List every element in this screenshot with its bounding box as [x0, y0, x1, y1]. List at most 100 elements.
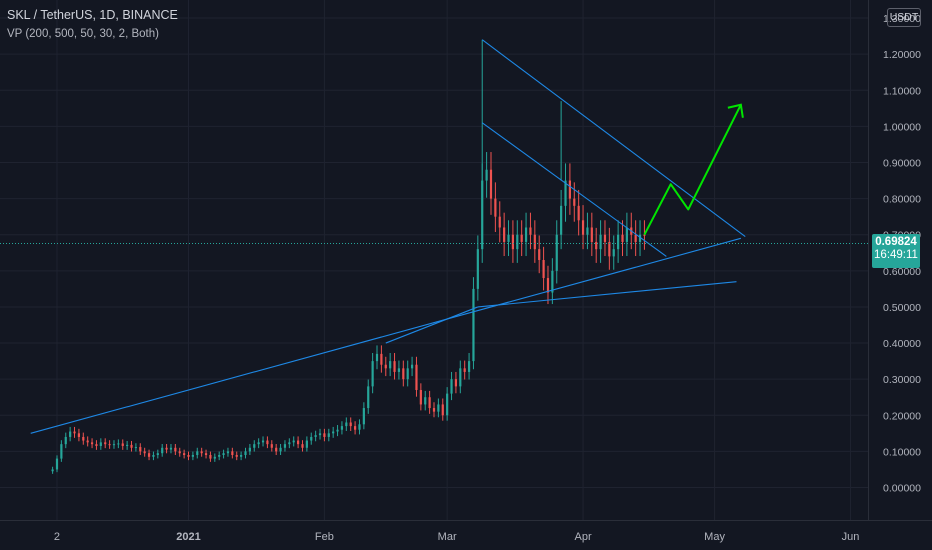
candle-body [511, 234, 515, 250]
candle-body [257, 442, 260, 445]
candle-body [165, 447, 168, 450]
currency-button[interactable]: USDT [887, 8, 921, 27]
y-tick-label: 0.30000 [883, 374, 921, 386]
candle-body [121, 443, 124, 446]
y-tick-label: 0.80000 [883, 194, 921, 206]
candle-body [520, 234, 523, 242]
candle-body [314, 435, 317, 437]
candle-body [86, 440, 89, 443]
x-tick-label: Feb [315, 531, 334, 543]
candle-body [428, 397, 431, 409]
last-price-value: 0.69824 [875, 236, 917, 248]
candle-body [389, 361, 392, 369]
candle-body [402, 368, 405, 380]
candle-body [244, 451, 247, 455]
candle-body [467, 361, 471, 372]
candle-body [608, 241, 611, 257]
candle-body [240, 455, 243, 457]
candle-body [169, 447, 173, 450]
candle-body [524, 227, 528, 242]
candle-body [51, 469, 54, 472]
candle-body [590, 227, 593, 242]
candle-body [384, 364, 387, 369]
candle-body [568, 180, 571, 199]
candle-body [410, 364, 414, 369]
candle-body [463, 368, 466, 372]
candle-body [406, 368, 409, 380]
candle-body [454, 379, 458, 387]
candle-body [305, 440, 308, 448]
candle-body [450, 379, 453, 394]
x-tick-label: May [704, 531, 725, 543]
candle-body [279, 447, 282, 452]
bar-countdown: 16:49:11 [874, 249, 918, 261]
y-tick-label: 0.00000 [883, 483, 921, 495]
indicator-legend[interactable]: VP (200, 500, 50, 30, 2, Both) [7, 28, 159, 40]
candle-body [586, 227, 589, 235]
y-tick-label: 0.10000 [883, 446, 921, 458]
candle-body [546, 278, 550, 293]
candle-body [432, 408, 436, 412]
y-tick-label: 1.00000 [883, 121, 921, 133]
candle-body [161, 447, 164, 454]
candle-body [187, 455, 190, 457]
candle-body [73, 431, 76, 434]
candle-body [231, 451, 234, 455]
candle-body [581, 220, 585, 235]
candle-body [551, 270, 554, 293]
candle-body [327, 433, 330, 437]
candle-body [218, 455, 221, 457]
candle-body [213, 456, 216, 459]
candle-body [446, 393, 449, 416]
candle-body [380, 353, 383, 365]
candle-body [634, 234, 637, 242]
candle-body [441, 404, 444, 416]
candle-body [612, 249, 615, 257]
candle-body [533, 234, 536, 250]
candle-body [336, 429, 339, 432]
candle-body [156, 453, 159, 455]
candle-body [200, 451, 203, 454]
candle-body [603, 234, 607, 242]
candle-body [112, 444, 116, 446]
candle-body [393, 361, 396, 372]
candle-body [191, 455, 194, 457]
candle-body [77, 433, 81, 437]
y-tick-label: 0.20000 [883, 410, 921, 422]
candle-body [196, 451, 199, 455]
candle-body [297, 440, 300, 445]
candle-body [472, 288, 475, 362]
trendline [30, 237, 742, 434]
candle-body [248, 447, 251, 452]
x-tick-label: Apr [574, 531, 591, 543]
candle-body [117, 443, 120, 445]
candle-body [147, 453, 151, 457]
candle-body [529, 227, 532, 235]
candle-body [555, 234, 558, 271]
candle-body [209, 455, 212, 459]
candle-body [178, 451, 181, 454]
x-tick-label: 2 [54, 531, 60, 543]
candle-body [353, 426, 357, 430]
trendline [385, 306, 479, 344]
candle-body [560, 205, 563, 235]
candle-body [261, 440, 265, 443]
candle-body [481, 180, 484, 250]
y-tick-label: 0.40000 [883, 338, 921, 350]
candle-body [55, 458, 59, 470]
candle-body [253, 444, 256, 448]
candle-body [60, 444, 63, 459]
candle-body [270, 444, 273, 448]
candle-body [134, 447, 137, 449]
candle-body [318, 433, 322, 436]
candle-body [292, 440, 295, 443]
candle-body [599, 234, 602, 250]
symbol-title[interactable]: SKL / TetherUS, 1D, BINANCE [7, 8, 178, 22]
candle-body [595, 241, 598, 250]
candle-body [64, 436, 67, 445]
y-tick-label: 1.30000 [883, 13, 921, 25]
y-tick-label: 1.20000 [883, 49, 921, 61]
candle-body [340, 426, 344, 430]
candle-body [638, 234, 642, 242]
